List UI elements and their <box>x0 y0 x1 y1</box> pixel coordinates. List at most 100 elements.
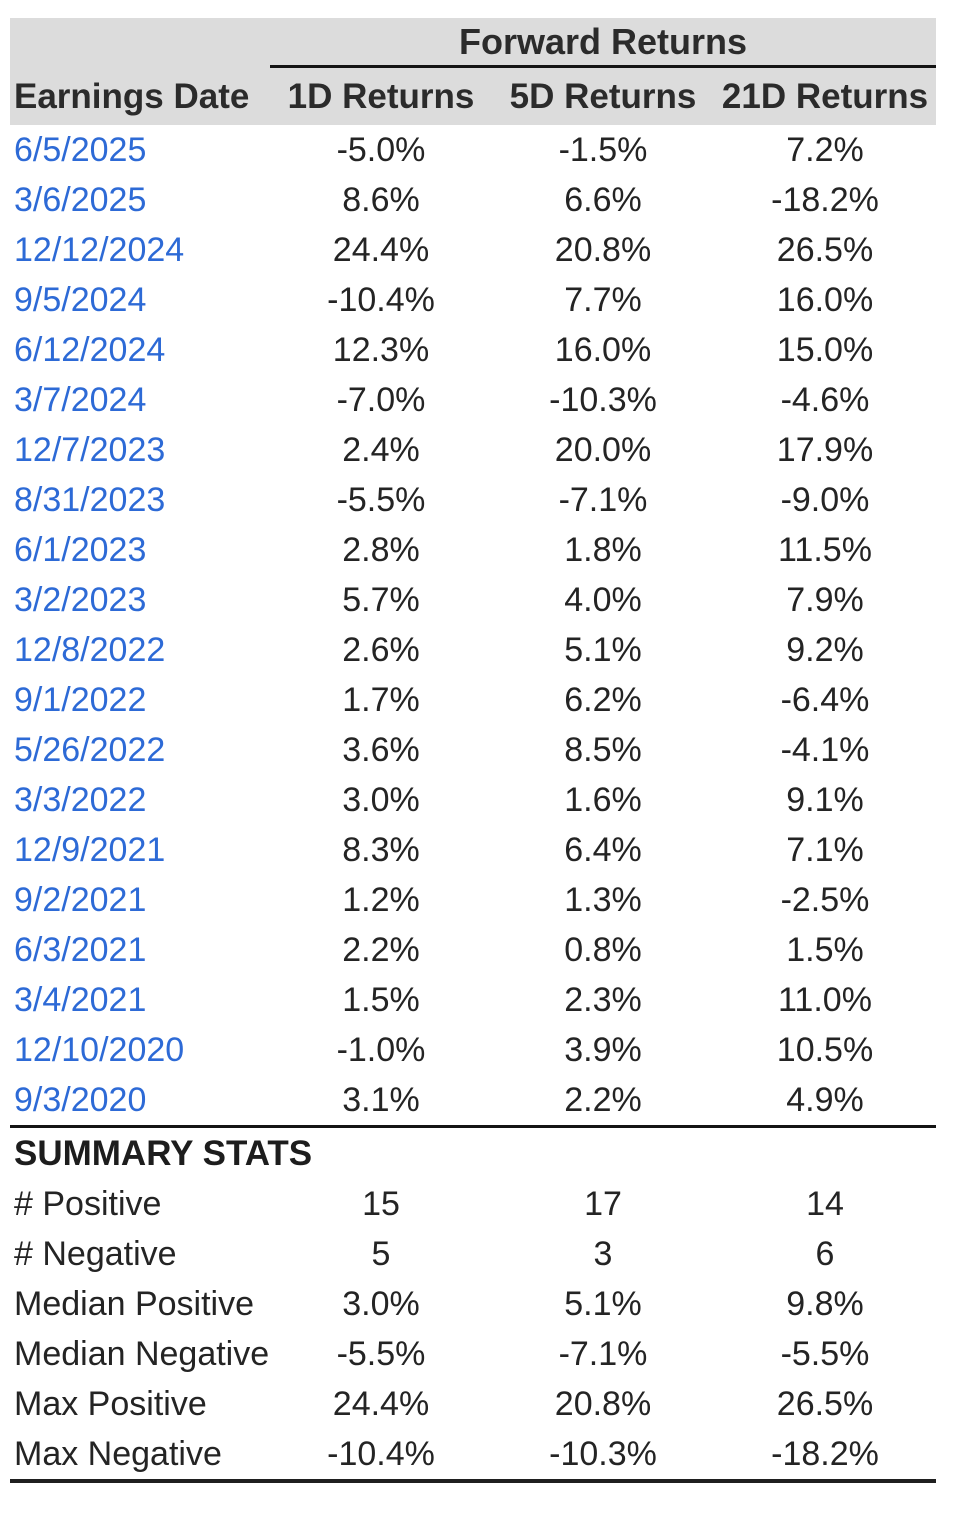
col-header-5d-returns: 5D Returns <box>509 76 697 116</box>
earnings-date-link[interactable]: 9/3/2020 <box>14 1080 147 1119</box>
summary-stat-row: Median Negative -5.5% -7.1% -5.5% <box>10 1329 936 1379</box>
summary-21d-value: 9.8% <box>786 1284 864 1323</box>
earnings-date-link[interactable]: 9/2/2021 <box>14 880 147 919</box>
table-row: 6/5/2025 -5.0% -1.5% 7.2% <box>10 125 936 175</box>
return-1d-value: 24.4% <box>332 230 430 269</box>
return-1d-value: 8.3% <box>342 830 420 869</box>
earnings-date-link[interactable]: 6/3/2021 <box>14 930 147 969</box>
return-1d-value: 2.4% <box>342 430 420 469</box>
return-5d-value: -7.1% <box>558 480 648 519</box>
earnings-date-link[interactable]: 12/7/2023 <box>14 430 166 469</box>
summary-5d-value: -10.3% <box>549 1434 657 1473</box>
return-21d-value: 7.1% <box>786 830 864 869</box>
return-21d-value: 1.5% <box>786 930 864 969</box>
earnings-date-link[interactable]: 6/12/2024 <box>14 330 166 369</box>
table-row: 6/1/2023 2.8% 1.8% 11.5% <box>10 525 936 575</box>
earnings-date-link[interactable]: 3/3/2022 <box>14 780 147 819</box>
table-row: 3/4/2021 1.5% 2.3% 11.0% <box>10 975 936 1025</box>
return-1d-value: -5.5% <box>336 480 426 519</box>
table-row: 9/2/2021 1.2% 1.3% -2.5% <box>10 875 936 925</box>
return-5d-value: 20.0% <box>554 430 652 469</box>
summary-stat-label: # Positive <box>14 1184 162 1223</box>
forward-returns-table: Forward Returns Earnings Date 1D Returns… <box>10 18 936 1483</box>
return-21d-value: -2.5% <box>780 880 870 919</box>
return-1d-value: -5.0% <box>336 130 426 169</box>
column-header-row: Earnings Date 1D Returns 5D Returns 21D … <box>10 68 936 125</box>
summary-21d-value: 14 <box>806 1184 844 1223</box>
summary-5d-value: -7.1% <box>558 1334 648 1373</box>
earnings-date-link[interactable]: 9/5/2024 <box>14 280 147 319</box>
return-5d-value: 6.2% <box>564 680 642 719</box>
return-21d-value: 11.5% <box>778 530 872 569</box>
return-1d-value: 2.8% <box>342 530 420 569</box>
return-21d-value: -4.6% <box>780 380 870 419</box>
earnings-date-link[interactable]: 6/1/2023 <box>14 530 147 569</box>
return-5d-value: 16.0% <box>554 330 652 369</box>
return-21d-value: -4.1% <box>780 730 870 769</box>
summary-stat-row: Median Positive 3.0% 5.1% 9.8% <box>10 1279 936 1329</box>
return-21d-value: 17.9% <box>776 430 874 469</box>
return-5d-value: 1.8% <box>564 530 642 569</box>
forward-returns-title: Forward Returns <box>270 18 936 68</box>
return-21d-value: 15.0% <box>776 330 874 369</box>
return-5d-value: 20.8% <box>554 230 652 269</box>
return-1d-value: 1.5% <box>342 980 420 1019</box>
return-1d-value: 3.6% <box>342 730 420 769</box>
return-21d-value: 9.2% <box>786 630 864 669</box>
earnings-date-link[interactable]: 9/1/2022 <box>14 680 147 719</box>
summary-stat-label: Max Negative <box>14 1434 222 1473</box>
table-header: Forward Returns Earnings Date 1D Returns… <box>10 18 936 125</box>
return-5d-value: -10.3% <box>549 380 657 419</box>
return-1d-value: 12.3% <box>332 330 430 369</box>
earnings-date-link[interactable]: 3/7/2024 <box>14 380 147 419</box>
earnings-date-link[interactable]: 5/26/2022 <box>14 730 166 769</box>
summary-21d-value: 6 <box>815 1234 835 1273</box>
return-5d-value: 1.3% <box>564 880 642 919</box>
forward-returns-header-row: Forward Returns <box>10 18 936 68</box>
earnings-date-link[interactable]: 12/10/2020 <box>14 1030 185 1069</box>
return-5d-value: 7.7% <box>564 280 642 319</box>
earnings-date-link[interactable]: 6/5/2025 <box>14 130 147 169</box>
summary-5d-value: 17 <box>584 1184 622 1223</box>
return-21d-value: 9.1% <box>786 780 864 819</box>
table-row: 12/10/2020 -1.0% 3.9% 10.5% <box>10 1025 936 1075</box>
header-spacer-cell <box>10 18 270 68</box>
summary-stat-label: # Negative <box>14 1234 177 1273</box>
return-1d-value: 5.7% <box>342 580 420 619</box>
earnings-date-link[interactable]: 12/12/2024 <box>14 230 185 269</box>
earnings-date-link[interactable]: 3/2/2023 <box>14 580 147 619</box>
table-row: 8/31/2023 -5.5% -7.1% -9.0% <box>10 475 936 525</box>
table-row: 6/12/2024 12.3% 16.0% 15.0% <box>10 325 936 375</box>
return-1d-value: 8.6% <box>342 180 420 219</box>
summary-stats-section: SUMMARY STATS # Positive 15 17 14 # Nega… <box>10 1125 936 1479</box>
earnings-date-link[interactable]: 3/6/2025 <box>14 180 147 219</box>
table-row: 3/2/2023 5.7% 4.0% 7.9% <box>10 575 936 625</box>
summary-stat-row: # Positive 15 17 14 <box>10 1179 936 1229</box>
summary-5d-value: 3 <box>593 1234 613 1273</box>
return-21d-value: -6.4% <box>780 680 870 719</box>
return-1d-value: -7.0% <box>336 380 426 419</box>
summary-1d-value: 5 <box>371 1234 391 1273</box>
summary-1d-value: 15 <box>362 1184 400 1223</box>
return-21d-value: 4.9% <box>786 1080 864 1119</box>
summary-1d-value: -10.4% <box>327 1434 435 1473</box>
earnings-date-link[interactable]: 3/4/2021 <box>14 980 147 1019</box>
return-5d-value: 3.9% <box>564 1030 642 1069</box>
earnings-date-link[interactable]: 12/9/2021 <box>14 830 166 869</box>
summary-5d-value: 5.1% <box>564 1284 642 1323</box>
table-body: 6/5/2025 -5.0% -1.5% 7.2% 3/6/2025 8.6% … <box>10 125 936 1125</box>
table-row: 12/12/2024 24.4% 20.8% 26.5% <box>10 225 936 275</box>
return-21d-value: 26.5% <box>776 230 874 269</box>
table-row: 9/3/2020 3.1% 2.2% 4.9% <box>10 1075 936 1125</box>
return-1d-value: -10.4% <box>327 280 435 319</box>
return-5d-value: 8.5% <box>564 730 642 769</box>
summary-1d-value: 3.0% <box>342 1284 420 1323</box>
summary-stats-body: # Positive 15 17 14 # Negative 5 3 6 Med… <box>10 1179 936 1479</box>
earnings-date-link[interactable]: 8/31/2023 <box>14 480 166 519</box>
return-21d-value: -9.0% <box>780 480 870 519</box>
return-5d-value: 6.4% <box>564 830 642 869</box>
table-row: 9/5/2024 -10.4% 7.7% 16.0% <box>10 275 936 325</box>
table-row: 3/7/2024 -7.0% -10.3% -4.6% <box>10 375 936 425</box>
earnings-date-link[interactable]: 12/8/2022 <box>14 630 166 669</box>
